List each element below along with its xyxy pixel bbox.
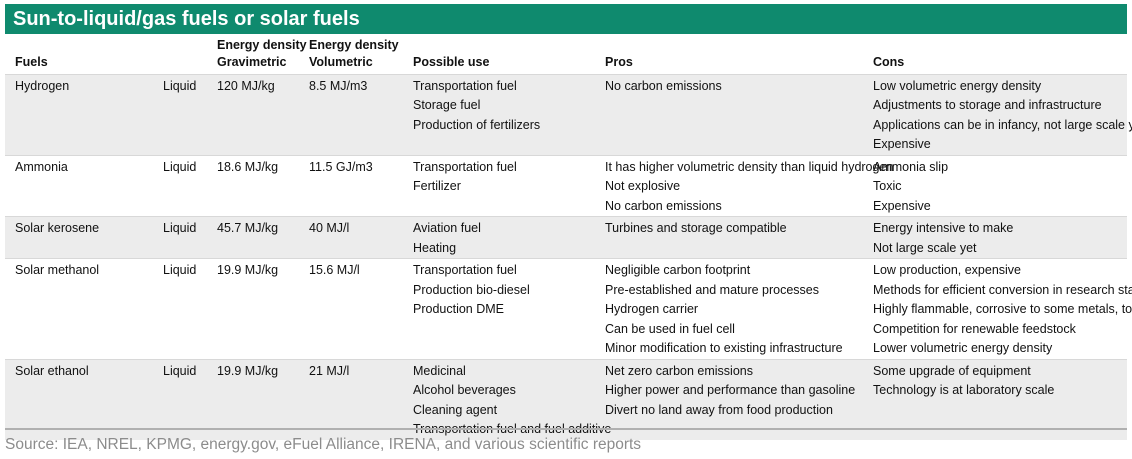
cell-state: Liquid (153, 258, 207, 359)
cell-pros-item: Turbines and storage compatible (605, 221, 787, 235)
table-row: Hydrogen Liquid 120 MJ/kg 8.5 MJ/m3 Transpor… (5, 73, 1132, 155)
cell-cons-item: Highly flammable, corrosive to some meta… (873, 302, 1132, 316)
cell-cons-item: Technology is at laboratory scale (873, 383, 1055, 397)
header-use: Possible use (413, 54, 490, 69)
cell-pros: Negligible carbon footprint Pre-establish… (595, 258, 863, 359)
table-row: Solar ethanol Liquid 19.9 MJ/kg 21 MJ/l Medi… (5, 358, 1127, 440)
cell-possible-use: Transportation fuel Fertilizer (403, 154, 595, 217)
source-note: Source: IEA, NREL, KPMG, energy.gov, eFu… (5, 436, 642, 453)
cell-cons: Some upgrade of equipment Technology is a… (863, 358, 1127, 440)
cell-fuel: Solar ethanol (5, 358, 153, 440)
header-vol-line1: Energy density (309, 37, 399, 52)
header-grav-line1: Energy density (217, 37, 307, 52)
cell-cons-item: Expensive (873, 198, 931, 213)
bottom-divider (5, 428, 1127, 430)
cell-possible-use: Medicinal Alcohol beverages Cleaning agent… (403, 358, 611, 440)
cell-cons: Low volumetric energy density Adjustments… (863, 73, 1132, 155)
cell-possible-use-item: Fertilizer (413, 179, 461, 193)
cell-gravimetric: 19.9 MJ/kg (207, 258, 299, 359)
header-state (153, 36, 207, 74)
cell-pros-item: Higher power and performance than gasoli… (605, 383, 856, 397)
cell-state: Liquid (153, 358, 207, 440)
header-grav-line2: Gravimetric (217, 54, 287, 69)
cell-possible-use-item: Cleaning agent (413, 402, 498, 417)
cell-gravimetric: 45.7 MJ/kg (207, 216, 299, 259)
cell-cons-item: Applications can be in infancy, not larg… (873, 117, 1132, 132)
table-row: Solar methanol Liquid 19.9 MJ/kg 15.6 MJ/l T… (5, 258, 1132, 359)
header-grav: Energy density Gravimetric (207, 36, 307, 74)
cell-cons-item: Methods for efficient conversion in rese… (873, 282, 1132, 297)
cell-fuel: Solar methanol (5, 258, 153, 359)
header-cons: Cons (873, 54, 905, 69)
cell-gravimetric: 120 MJ/kg (207, 73, 299, 155)
cell-gravimetric: 19.9 MJ/kg (207, 358, 299, 440)
cell-pros-item: Not explosive (605, 179, 681, 193)
cell-state: Liquid (153, 73, 207, 155)
table-body: Hydrogen Liquid 120 MJ/kg 8.5 MJ/m3 Transpor… (5, 73, 1132, 440)
cell-cons-item: Energy intensive to make (873, 221, 1014, 235)
header-vol: Energy density Volumetric (299, 36, 403, 74)
cell-fuel: Hydrogen (5, 73, 153, 155)
cell-possible-use-item: Aviation fuel (413, 221, 481, 235)
cell-pros: It has higher volumetric density than li… (595, 154, 894, 217)
cell-cons-item: Adjustments to storage and infrastructur… (873, 98, 1102, 112)
cell-cons: Low production, expensive Methods for eff… (863, 258, 1132, 359)
cell-possible-use-item: Production bio-diesel (413, 282, 530, 297)
cell-possible-use-item: Alcohol beverages (413, 383, 516, 397)
cell-volumetric: 15.6 MJ/l (299, 258, 403, 359)
cell-cons-item: Toxic (873, 179, 902, 193)
cell-pros-item: Hydrogen carrier (605, 302, 699, 316)
cell-cons-item: Low volumetric energy density (873, 78, 1042, 93)
cell-cons: Ammonia slip Toxic Expensive (863, 154, 1127, 217)
cell-cons-item: Some upgrade of equipment (873, 363, 1031, 378)
cell-pros-item: Can be used in fuel cell (605, 321, 735, 336)
cell-cons-item: Expensive (873, 137, 931, 151)
cell-volumetric: 40 MJ/l (299, 216, 403, 259)
cell-possible-use-item: Heating (413, 240, 457, 255)
cell-pros-item: Pre-established and mature processes (605, 282, 820, 297)
cell-state: Liquid (153, 216, 207, 259)
cell-cons-item: Competition for renewable feedstock (873, 321, 1076, 336)
cell-possible-use-item: Transportation fuel (413, 263, 517, 277)
cell-cons-item: Lower volumetric energy density (873, 341, 1053, 355)
cell-possible-use: Aviation fuel Heating (403, 216, 595, 259)
cell-fuel: Solar kerosene (5, 216, 153, 259)
cell-pros: No carbon emissions (595, 73, 863, 155)
cell-pros-item: It has higher volumetric density than li… (605, 159, 894, 174)
cell-pros-item: No carbon emissions (605, 78, 722, 93)
table-header-row: Fuels Energy density Gravimetric Energy … (5, 36, 1127, 74)
cell-state: Liquid (153, 154, 207, 217)
cell-possible-use: Transportation fuel Production bio-diesel… (403, 258, 595, 359)
cell-pros-item: Divert no land away from food production (605, 402, 833, 417)
table-row: Ammonia Liquid 18.6 MJ/kg 11.5 GJ/m3 Transpo… (5, 154, 1127, 217)
page-title: Sun-to-liquid/gas fuels or solar fuels (5, 4, 1127, 34)
cell-cons-item: Low production, expensive (873, 263, 1022, 277)
cell-pros: Net zero carbon emissions Higher power an… (595, 358, 863, 440)
cell-pros-item: Minor modification to existing infrastru… (605, 341, 843, 355)
cell-cons-item: Ammonia slip (873, 159, 949, 174)
cell-volumetric: 21 MJ/l (299, 358, 403, 440)
cell-pros: Turbines and storage compatible (595, 216, 863, 259)
cell-possible-use: Transportation fuel Storage fuel Productio… (403, 73, 595, 155)
cell-volumetric: 11.5 GJ/m3 (299, 154, 403, 217)
cell-possible-use-item: Storage fuel (413, 98, 481, 112)
cell-pros-item: No carbon emissions (605, 198, 722, 213)
cell-cons: Energy intensive to make Not large scale … (863, 216, 1127, 259)
cell-cons-item: Not large scale yet (873, 240, 977, 255)
cell-possible-use-item: Medicinal (413, 363, 466, 378)
cell-possible-use-item: Production DME (413, 302, 505, 316)
cell-pros-item: Negligible carbon footprint (605, 263, 751, 277)
cell-possible-use-item: Transportation fuel (413, 159, 517, 174)
cell-fuel: Ammonia (5, 154, 153, 217)
table-row: Solar kerosene Liquid 45.7 MJ/kg 40 MJ/l Avi… (5, 216, 1127, 259)
header-vol-line2: Volumetric (309, 54, 373, 69)
header-fuels: Fuels (15, 54, 48, 69)
cell-pros-item: Net zero carbon emissions (605, 363, 753, 378)
cell-volumetric: 8.5 MJ/m3 (299, 73, 403, 155)
fuels-table: Fuels Energy density Gravimetric Energy … (5, 36, 1132, 440)
cell-possible-use-item: Transportation fuel (413, 78, 517, 93)
cell-gravimetric: 18.6 MJ/kg (207, 154, 299, 217)
cell-possible-use-item: Production of fertilizers (413, 117, 541, 132)
header-pros: Pros (605, 54, 633, 69)
